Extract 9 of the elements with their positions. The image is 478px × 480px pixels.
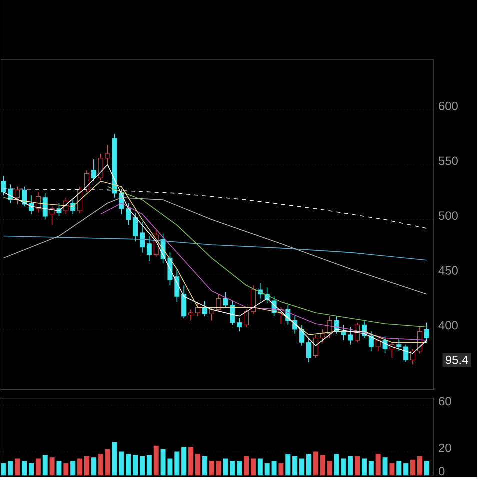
y-tick-label: 60 [439, 397, 452, 406]
y-tick-label: 0 [439, 467, 445, 476]
y-tick-label: 450 [439, 266, 458, 275]
y-tick-label: 600 [439, 102, 458, 110]
y-tick-label: 550 [439, 156, 458, 166]
y-tick-label: 20 [439, 444, 452, 452]
text: 95.4 [446, 356, 469, 364]
y-tick-label: 500 [439, 212, 458, 220]
y-tick-label: 400 [439, 321, 458, 330]
